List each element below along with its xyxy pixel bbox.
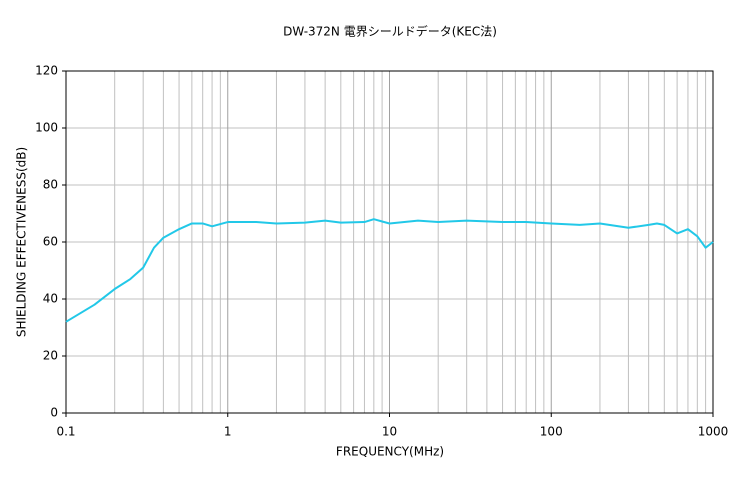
- y-axis-label: SHIELDING EFFECTIVENESS(dB): [15, 147, 29, 337]
- x-tick-label: 1000: [698, 425, 729, 439]
- y-tick-label: 40: [43, 292, 58, 306]
- x-tick-label: 10: [382, 425, 397, 439]
- x-tick-label: 0.1: [56, 425, 75, 439]
- y-tick-label: 0: [50, 406, 58, 420]
- x-tick-label: 100: [540, 425, 563, 439]
- x-tick-label: 1: [224, 425, 232, 439]
- y-tick-label: 100: [35, 121, 58, 135]
- y-tick-label: 80: [43, 178, 58, 192]
- x-axis-label: FREQUENCY(MHz): [336, 445, 444, 459]
- y-tick-label: 120: [35, 64, 58, 78]
- y-tick-label: 20: [43, 349, 58, 363]
- y-tick-label: 60: [43, 235, 58, 249]
- data-line: [65, 218, 714, 323]
- chart-title: DW-372N 電界シールドデータ(KEC法): [283, 24, 497, 39]
